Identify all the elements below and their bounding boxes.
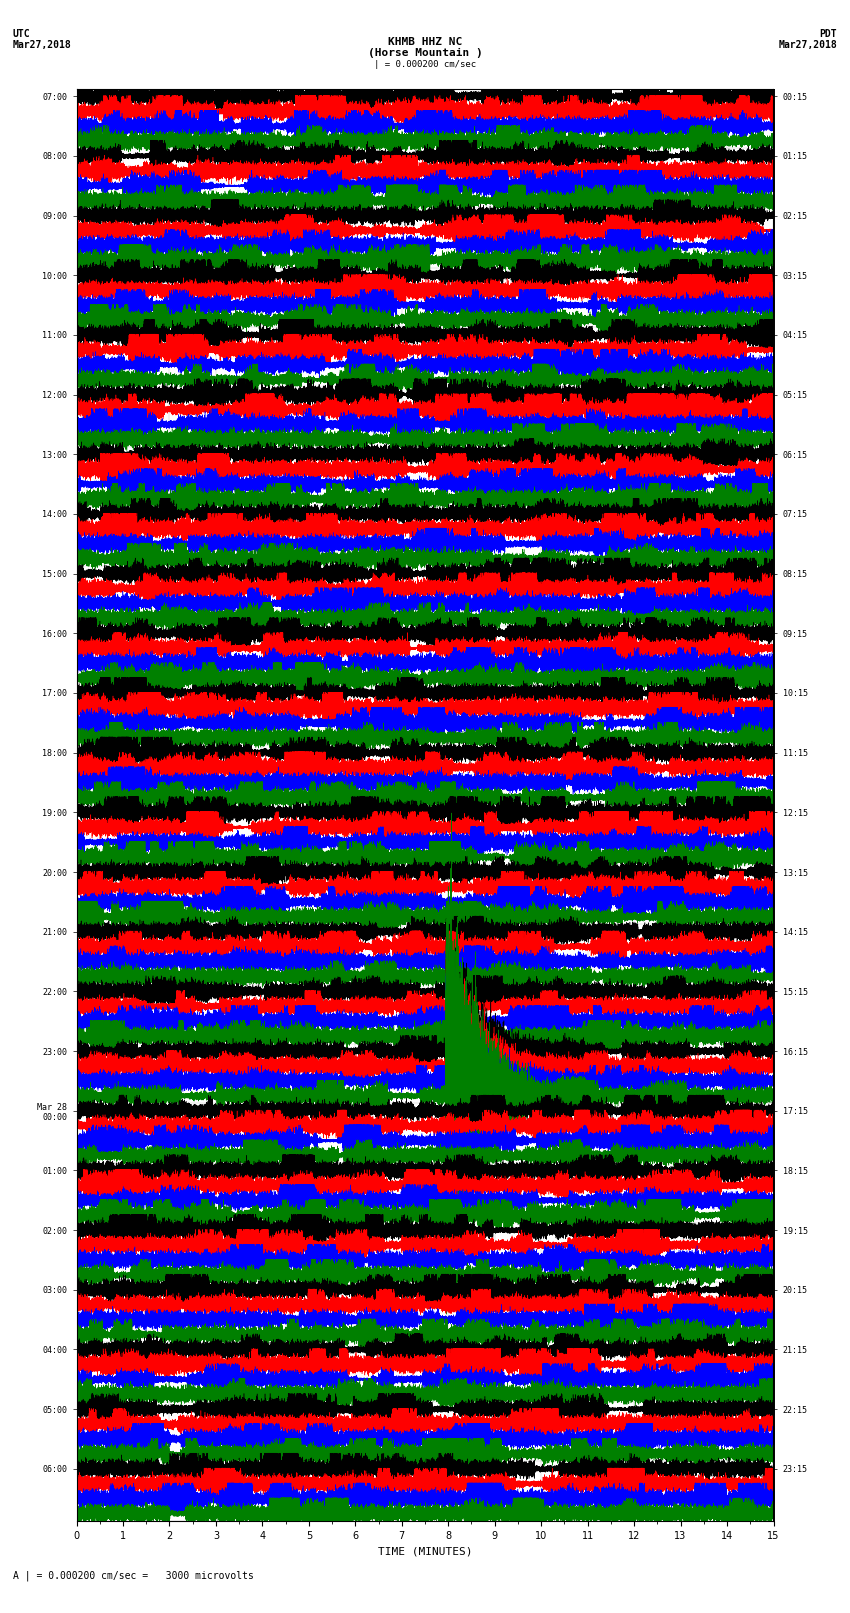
X-axis label: TIME (MINUTES): TIME (MINUTES) <box>377 1547 473 1557</box>
Text: UTC: UTC <box>13 29 31 39</box>
Text: A | = 0.000200 cm/sec =   3000 microvolts: A | = 0.000200 cm/sec = 3000 microvolts <box>13 1569 253 1581</box>
Text: | = 0.000200 cm/sec: | = 0.000200 cm/sec <box>374 60 476 69</box>
Text: Mar27,2018: Mar27,2018 <box>779 40 837 50</box>
Text: (Horse Mountain ): (Horse Mountain ) <box>367 48 483 58</box>
Text: KHMB HHZ NC: KHMB HHZ NC <box>388 37 462 47</box>
Text: Mar27,2018: Mar27,2018 <box>13 40 71 50</box>
Text: PDT: PDT <box>819 29 837 39</box>
